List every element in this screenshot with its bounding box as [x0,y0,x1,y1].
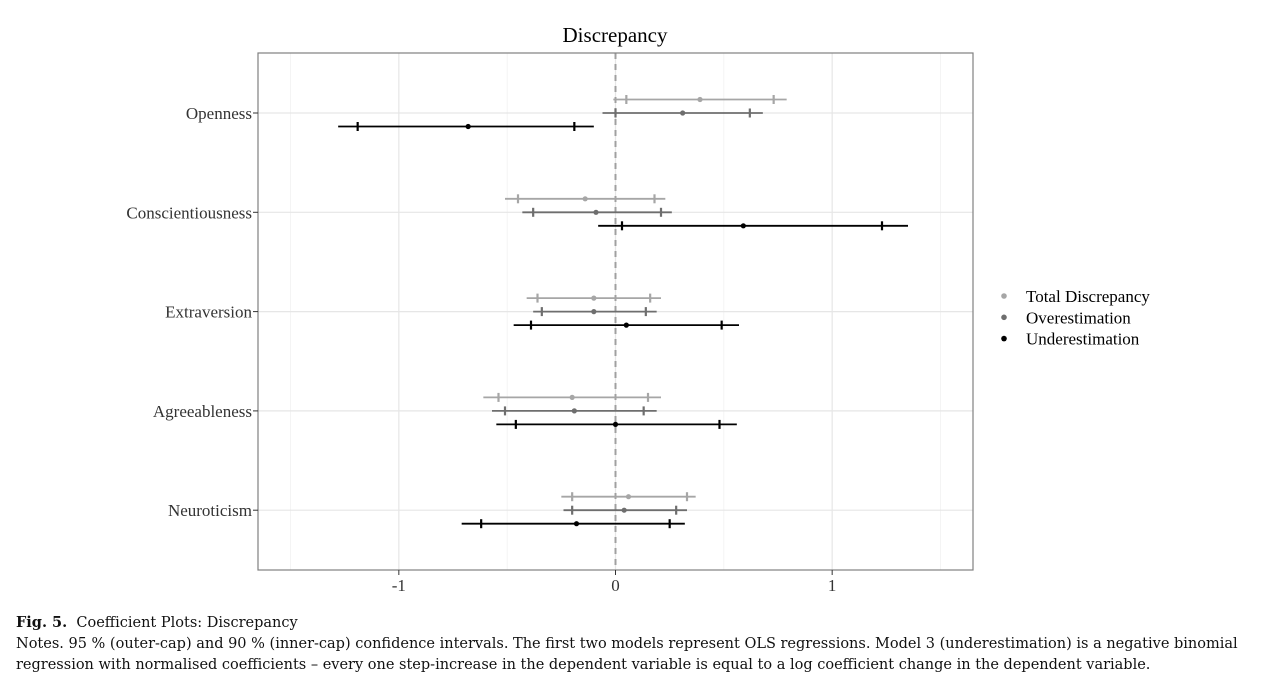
figure-notes: Notes. 95 % (outer-cap) and 90 % (inner-… [16,636,1238,673]
point-estimate [740,223,746,229]
y-tick-label: Neuroticism [168,501,252,520]
x-tick-label: 0 [611,576,620,595]
point-estimate [569,394,575,400]
point-estimate [680,110,686,116]
chart-title: Discrepancy [563,23,668,47]
legend-label: Underestimation [1026,330,1140,349]
y-tick-label: Openness [186,104,252,123]
series-overestimation [492,108,763,515]
point-estimate [465,123,471,130]
point-estimate [591,309,597,315]
x-tick-label: -1 [392,576,406,595]
legend-key [1001,335,1007,342]
legend-label: Total Discrepancy [1026,287,1150,306]
point-estimate [621,507,627,513]
legend-key [1001,293,1007,299]
point-estimate [571,408,577,414]
figure-label: Fig. 5. [16,614,68,631]
legend: Total Discrepancy Overestimation Underesti… [1001,287,1150,349]
point-estimate [582,196,588,202]
point-estimate [697,96,703,103]
axes: Openness Conscientiousness Extraversion Agr… [126,104,836,595]
series-total-discrepancy [483,95,787,502]
point-estimate [623,322,629,328]
point-estimate [591,295,597,301]
figure-caption-title: Coefficient Plots: Discrepancy [76,615,298,631]
y-tick-label: Extraversion [165,303,252,322]
coefficient-plot: Discrepancy Openness Conscientiousness Ext… [126,23,1150,595]
point-estimate [625,494,632,500]
point-estimate [593,209,599,215]
point-estimate [573,521,580,527]
series-layer [338,95,908,529]
point-estimate [612,421,619,427]
legend-key [1001,314,1007,321]
series-underestimation [338,122,908,529]
legend-label: Overestimation [1026,308,1131,327]
figure-caption: Fig. 5. Coefficient Plots: Discrepancy N… [16,612,1271,676]
y-tick-label: Agreeableness [153,402,252,421]
x-tick-label: 1 [828,576,837,595]
y-tick-label: Conscientiousness [126,203,252,222]
